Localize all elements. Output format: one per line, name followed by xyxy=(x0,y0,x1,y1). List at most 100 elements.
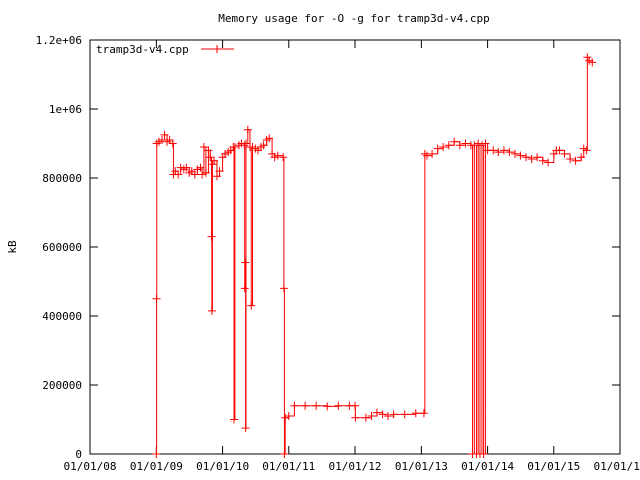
data-point xyxy=(367,412,376,421)
data-point xyxy=(265,134,274,143)
legend-marker-plus xyxy=(213,45,221,53)
data-point xyxy=(577,153,586,162)
data-point xyxy=(555,146,564,155)
data-point xyxy=(334,401,343,410)
data-point xyxy=(312,401,321,410)
data-point xyxy=(479,450,488,458)
data-point xyxy=(280,450,289,458)
legend-marker xyxy=(213,45,221,53)
data-point xyxy=(566,155,575,164)
y-axis-ticks: 0 200000 400000 600000 800000 1e+06 1.2e+06 xyxy=(36,34,620,461)
y-tick-label: 0 xyxy=(75,448,82,461)
legend-label: tramp3d-v4.cpp xyxy=(96,43,189,56)
x-tick-label: 01/01/13 xyxy=(395,460,448,473)
x-tick-label: 01/01/15 xyxy=(527,460,580,473)
data-point xyxy=(210,156,219,165)
data-point xyxy=(215,167,224,176)
data-point xyxy=(290,401,299,410)
data-point xyxy=(571,156,580,165)
data-point xyxy=(372,408,381,417)
data-point xyxy=(206,153,215,162)
data-point xyxy=(259,141,268,150)
data-point xyxy=(489,146,498,155)
data-point xyxy=(527,155,536,164)
legend: tramp3d-v4.cpp xyxy=(96,43,234,56)
data-point xyxy=(477,141,486,150)
data-point xyxy=(196,163,205,172)
data-point xyxy=(199,142,208,151)
data-point xyxy=(351,413,360,422)
data-point xyxy=(384,412,393,421)
data-point xyxy=(411,409,420,418)
data-point xyxy=(474,139,483,148)
data-point xyxy=(301,401,310,410)
x-axis-ticks: 01/01/08 01/01/09 01/01/10 01/01/11 01/01/12… xyxy=(64,40,640,473)
data-point xyxy=(588,58,597,67)
data-point xyxy=(198,170,207,179)
data-point xyxy=(444,141,453,150)
data-point xyxy=(389,410,398,419)
data-point xyxy=(505,148,514,157)
x-tick-label: 01/01/12 xyxy=(329,460,382,473)
data-point xyxy=(212,172,221,181)
data-point xyxy=(499,146,508,155)
data-point xyxy=(230,142,239,151)
data-point xyxy=(544,158,553,167)
data-point xyxy=(419,409,428,418)
series-layer xyxy=(152,53,597,458)
data-point xyxy=(201,168,210,177)
data-point xyxy=(378,410,387,419)
y-axis-label: kB xyxy=(6,240,19,254)
y-tick-label: 600000 xyxy=(42,241,82,254)
data-point xyxy=(481,139,490,148)
data-point xyxy=(182,163,191,172)
data-point xyxy=(439,142,448,151)
data-point xyxy=(207,306,216,315)
x-tick-label: 01/01/10 xyxy=(196,460,249,473)
x-tick-label: 01/01/08 xyxy=(64,460,117,473)
data-point xyxy=(470,141,479,150)
data-point xyxy=(152,294,161,303)
data-point xyxy=(279,284,288,293)
data-point xyxy=(433,144,442,153)
data-point xyxy=(152,450,161,458)
data-point xyxy=(461,139,470,148)
x-tick-label: 01/01/11 xyxy=(262,460,315,473)
data-point xyxy=(538,156,547,165)
data-point xyxy=(494,148,503,157)
data-point xyxy=(168,139,177,148)
data-point xyxy=(208,160,217,169)
data-point xyxy=(450,137,459,146)
data-point xyxy=(279,153,288,162)
y-tick-label: 200000 xyxy=(42,379,82,392)
data-point xyxy=(241,258,250,267)
data-point xyxy=(230,415,239,424)
data-point xyxy=(533,153,542,162)
data-point xyxy=(361,413,370,422)
data-point xyxy=(247,301,256,310)
data-point xyxy=(160,130,169,139)
data-point xyxy=(190,170,199,179)
data-point xyxy=(204,146,213,155)
data-point xyxy=(281,413,290,422)
data-point xyxy=(522,153,531,162)
data-point xyxy=(240,284,249,293)
data-point xyxy=(240,141,249,150)
y-tick-label: 1.2e+06 xyxy=(36,34,82,47)
y-tick-label: 1e+06 xyxy=(49,103,82,116)
data-point xyxy=(455,141,464,150)
data-point xyxy=(423,151,432,160)
x-tick-label: 01/01/16 xyxy=(594,460,640,473)
y-tick-label: 400000 xyxy=(42,310,82,323)
data-point xyxy=(400,410,409,419)
data-point xyxy=(243,125,252,134)
data-point xyxy=(241,424,250,433)
data-point xyxy=(582,146,591,155)
x-tick-label: 01/01/09 xyxy=(130,460,183,473)
data-point xyxy=(560,149,569,158)
data-point xyxy=(174,170,183,179)
x-tick-label: 01/01/14 xyxy=(461,460,514,473)
data-point xyxy=(323,402,332,411)
